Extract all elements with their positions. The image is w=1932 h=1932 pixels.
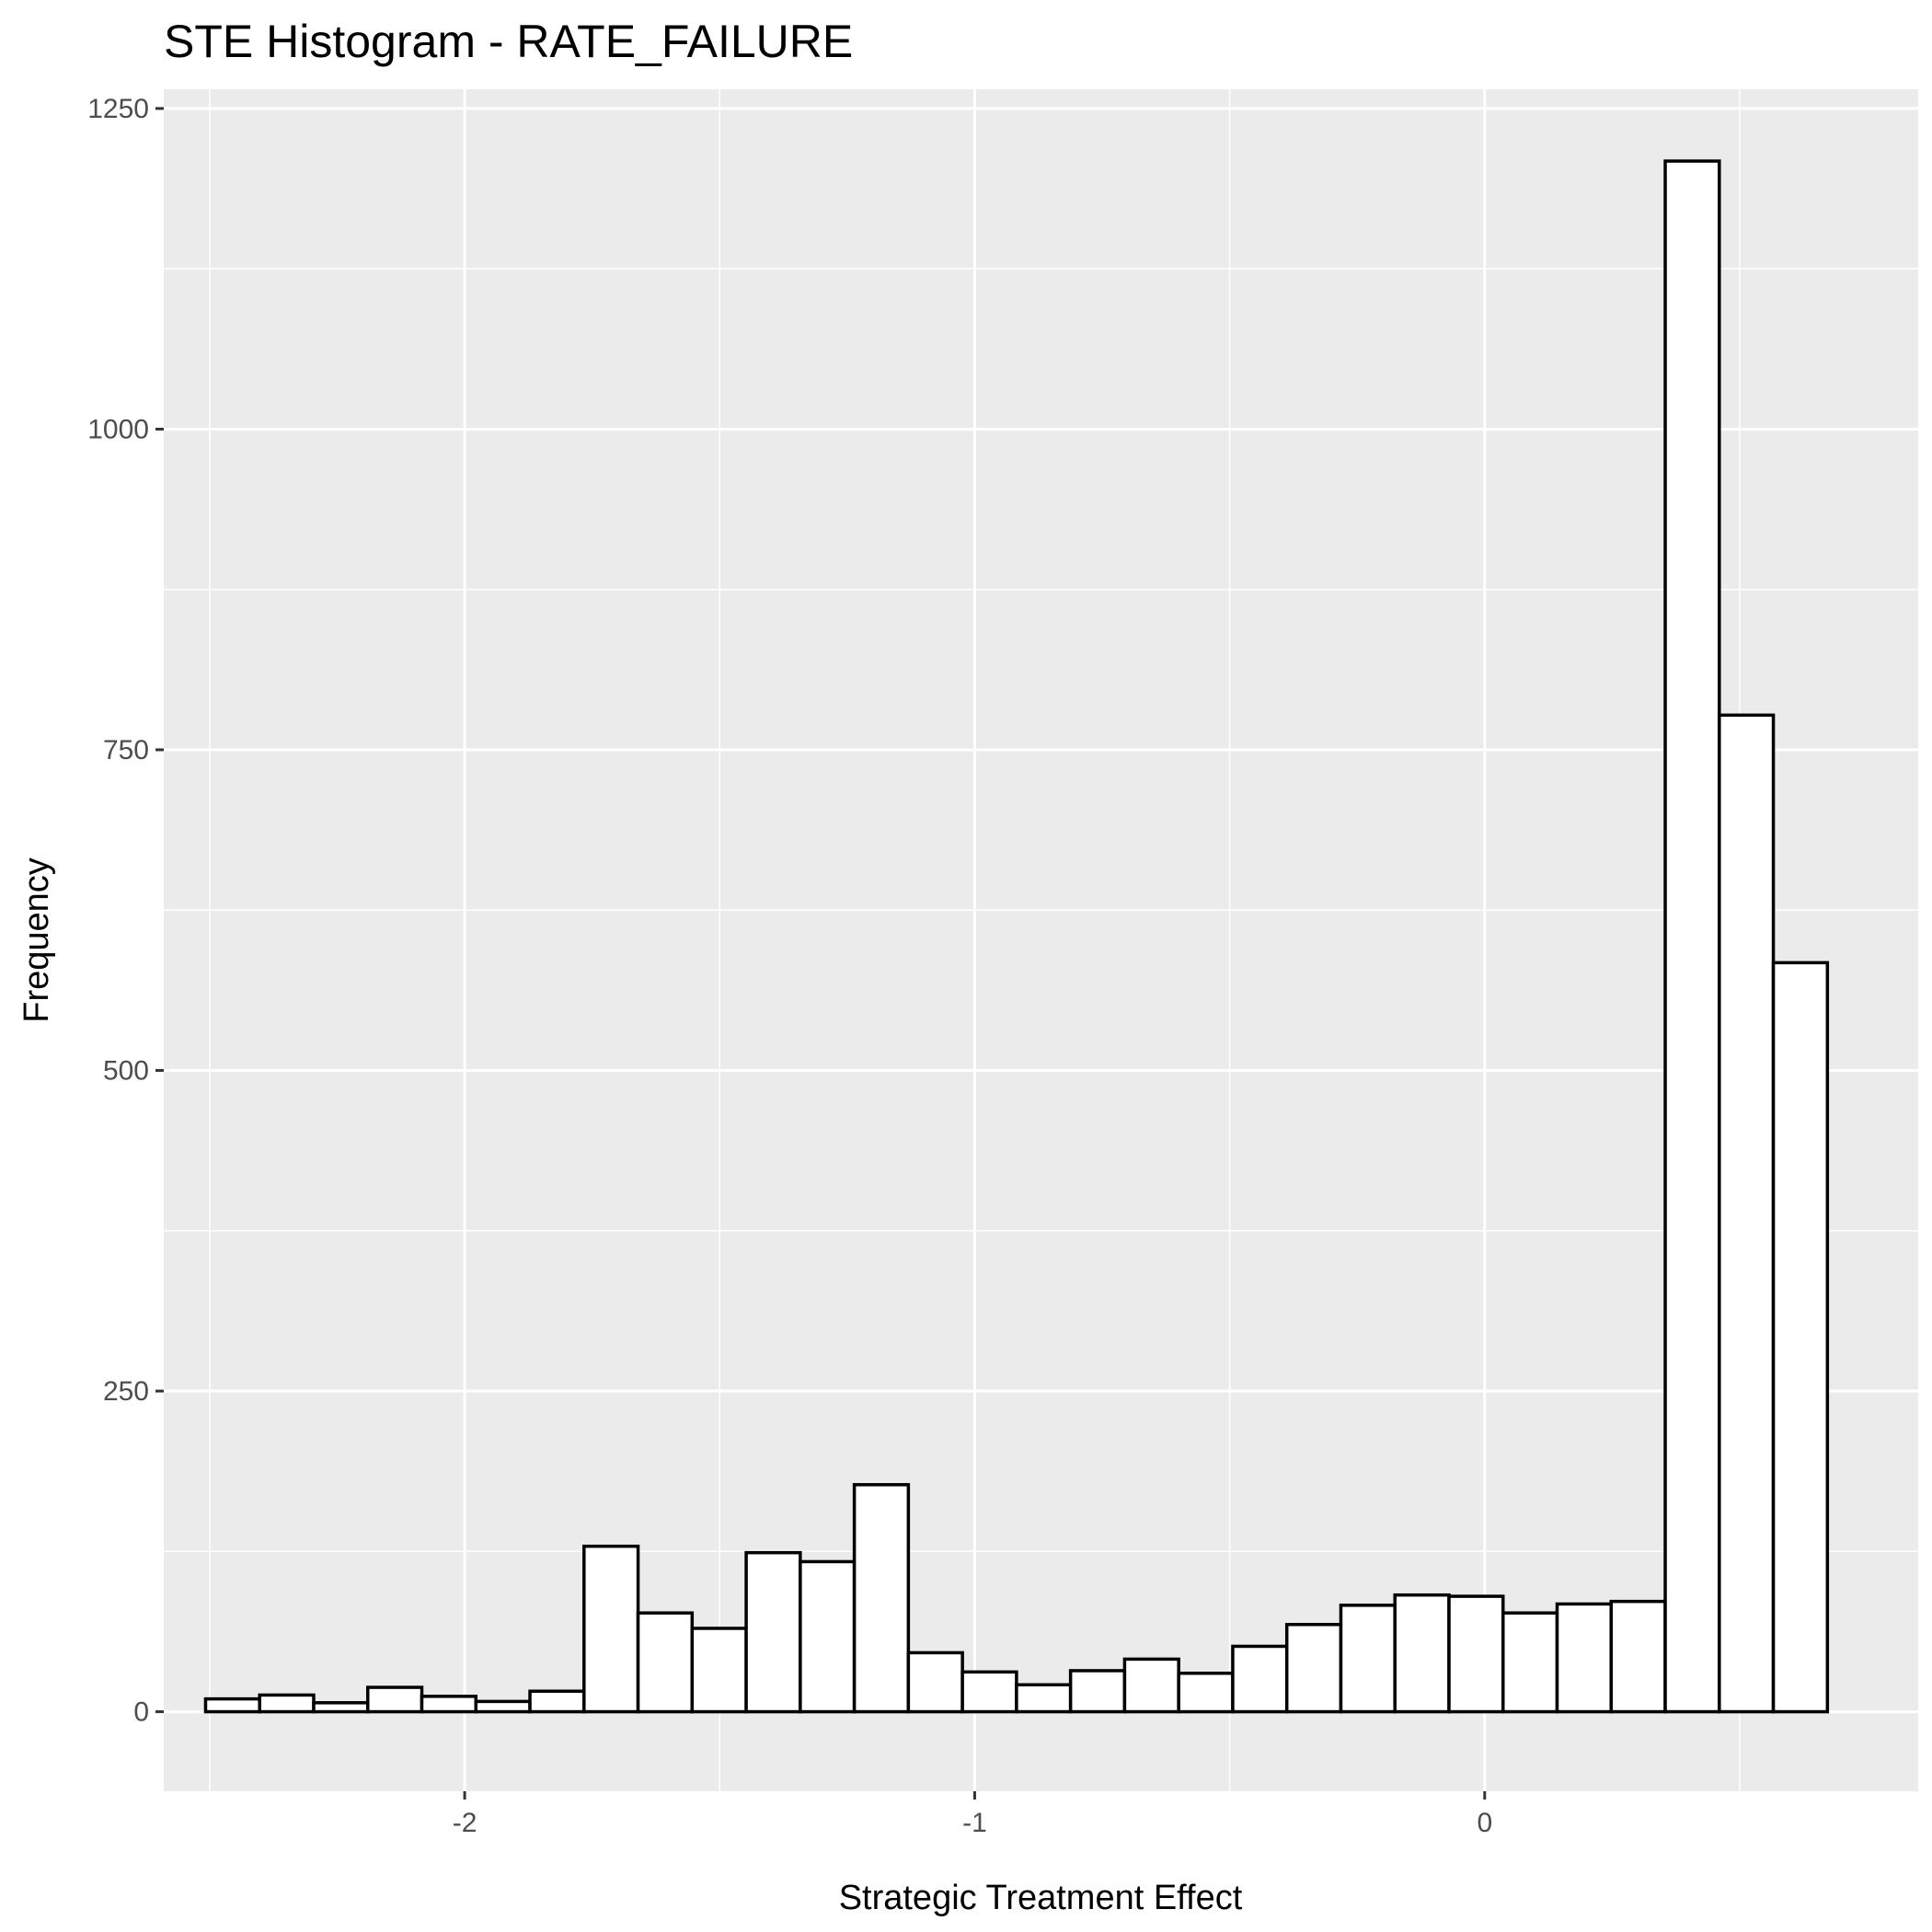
histogram-bar <box>582 1544 640 1714</box>
axes: 0 250 500 750 1000 1250 -2 -1 0 <box>87 94 1492 1838</box>
histogram-bar <box>1339 1604 1397 1714</box>
histogram-bar <box>1447 1594 1505 1714</box>
y-tick-label: 1250 <box>87 94 149 124</box>
histogram-bar <box>474 1699 532 1714</box>
histogram-bar <box>312 1701 370 1714</box>
histogram-bar <box>852 1483 911 1714</box>
y-tick-label: 0 <box>133 1697 149 1728</box>
x-tick-label: -2 <box>453 1808 477 1838</box>
histogram-bar <box>690 1627 748 1714</box>
histogram-bar <box>960 1670 1018 1714</box>
x-tick-label: -1 <box>962 1808 987 1838</box>
histogram-bar <box>1718 713 1776 1714</box>
y-tick-label: 1000 <box>87 414 149 444</box>
histogram-bar <box>1393 1593 1451 1714</box>
histogram-bar <box>528 1689 586 1714</box>
histogram-bar <box>1231 1644 1289 1714</box>
histogram-bar <box>1771 960 1830 1714</box>
histogram-bar <box>1122 1657 1180 1714</box>
histogram-bar <box>1555 1602 1614 1714</box>
y-axis-title: Frequency <box>17 857 56 1023</box>
histogram-bar <box>420 1695 478 1714</box>
chart-title: STE Histogram - RATE_FAILURE <box>164 16 853 67</box>
histogram-bar <box>1068 1669 1127 1714</box>
plot-panel <box>164 89 1918 1791</box>
y-tick-label: 250 <box>103 1376 149 1407</box>
y-tick-label: 500 <box>103 1056 149 1087</box>
histogram-bar <box>258 1693 316 1714</box>
histogram-bar <box>1609 1599 1667 1714</box>
histogram-bar <box>1177 1671 1235 1714</box>
histogram-bar <box>1663 159 1721 1714</box>
histogram-bar <box>365 1685 424 1714</box>
histogram-bar <box>906 1650 964 1714</box>
x-tick-label: 0 <box>1477 1808 1492 1838</box>
histogram-bar <box>744 1550 802 1714</box>
histogram-bar <box>1284 1623 1343 1714</box>
histogram-bar <box>799 1559 857 1714</box>
y-tick-label: 750 <box>103 735 149 765</box>
x-axis-title: Strategic Treatment Effect <box>839 1879 1243 1917</box>
histogram-bar <box>636 1611 695 1714</box>
grid-lines <box>164 89 1918 1791</box>
histogram-bars <box>203 159 1830 1714</box>
histogram-bar <box>203 1696 261 1714</box>
histogram-bar <box>1015 1683 1073 1714</box>
histogram-bar <box>1501 1611 1559 1714</box>
